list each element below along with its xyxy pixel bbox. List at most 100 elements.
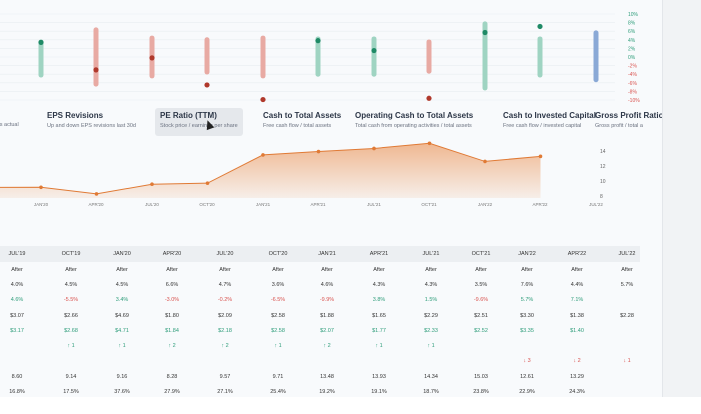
y-tick-label: -6%: [628, 81, 637, 87]
table-cell: $3.07: [10, 313, 24, 319]
table-cell: 13.29: [570, 374, 584, 380]
pe-data-point[interactable]: [427, 141, 432, 146]
metric-card[interactable]: Cash to Invested Capital Free cash flow /…: [498, 108, 601, 136]
column-header[interactable]: APR'22: [567, 251, 587, 257]
table-cell: 4.7%: [218, 282, 232, 288]
actual-eps-dot[interactable]: [93, 67, 99, 73]
column-header[interactable]: APR'20: [162, 251, 182, 257]
column-header[interactable]: JAN'22: [518, 251, 536, 257]
table-cell: $2.66: [64, 313, 78, 319]
earnings-table: JUL'19 OCT'19 JAN'20 APR'20 JUL'20 OCT'20 JAN'…: [0, 246, 662, 397]
table-cell: After: [475, 267, 487, 273]
metric-card-subtitle: Free cash flow / total assets: [263, 123, 332, 129]
x-tick-label: APR'21: [310, 202, 326, 207]
metric-card[interactable]: Operating Cash to Total Assets Total cash…: [350, 108, 478, 136]
table-cell: 4.0%: [10, 282, 24, 288]
metric-card[interactable]: PE Ratio (TTM) Stock price / earnings per…: [155, 108, 243, 136]
table-cell: ↑ 1: [67, 343, 75, 349]
column-header[interactable]: JUL'19: [8, 251, 26, 257]
metric-card[interactable]: EPS Revisions Up and down EPS revisions l…: [42, 108, 141, 136]
actual-eps-dot[interactable]: [315, 38, 321, 44]
table-cell: -9.9%: [319, 297, 335, 303]
pe-data-point[interactable]: [205, 181, 210, 185]
column-header[interactable]: JAN'21: [318, 251, 336, 257]
pe-data-point[interactable]: [94, 192, 99, 196]
metric-card[interactable]: Cash to Total Assets Free cash flow / tot…: [258, 108, 346, 136]
table-cell: 4.3%: [424, 282, 438, 288]
table-cell: 18.7%: [423, 389, 439, 395]
metric-card-title: Cash to Invested Capital: [503, 111, 596, 120]
table-cell: 9.14: [65, 374, 77, 380]
actual-eps-dot[interactable]: [371, 47, 377, 54]
column-header[interactable]: JUL'21: [422, 251, 440, 257]
table-cell: $2.29: [424, 313, 438, 319]
metric-card[interactable]: ss actual: [0, 116, 24, 144]
column-header[interactable]: JUL'22: [618, 251, 636, 257]
table-cell: After: [272, 267, 284, 273]
metric-card-subtitle: Gross profit / total a: [595, 123, 643, 129]
column-header[interactable]: APR'21: [369, 251, 389, 257]
y-tick-label: 12: [600, 164, 606, 170]
pe-data-point[interactable]: [316, 149, 321, 154]
table-cell: $4.71: [115, 328, 129, 334]
x-tick-label: OCT'21: [421, 202, 437, 207]
table-cell: After: [11, 267, 23, 273]
column-header[interactable]: OCT'20: [268, 251, 288, 257]
pe-data-point[interactable]: [150, 182, 154, 187]
table-cell: $2.33: [424, 328, 438, 334]
actual-eps-dot[interactable]: [426, 95, 432, 101]
table-cell: ↑ 1: [375, 343, 383, 349]
table-cell: 8.28: [166, 374, 178, 380]
x-tick-label: JUL'20: [145, 202, 159, 207]
pe-data-point[interactable]: [483, 159, 487, 164]
actual-eps-dot[interactable]: [260, 96, 266, 103]
table-cell: $2.28: [620, 313, 634, 319]
eps-surprise-chart: 10% 8% 6% 4% 2% 0% -2% -4% -6% -8% -10%: [0, 12, 640, 104]
table-cell: After: [571, 267, 583, 273]
table-cell: After: [321, 267, 333, 273]
actual-eps-dot[interactable]: [482, 29, 488, 36]
column-header[interactable]: OCT'19: [61, 251, 81, 257]
metric-card-title: Gross Profit Ratio: [595, 111, 662, 120]
actual-eps-dot[interactable]: [38, 39, 44, 45]
table-cell: ↓ 3: [523, 358, 531, 364]
column-header[interactable]: JAN'20: [113, 251, 131, 257]
column-header[interactable]: OCT'21: [471, 251, 491, 257]
pe-data-point[interactable]: [261, 153, 265, 157]
scrollbar-panel[interactable]: [662, 0, 701, 397]
x-tick-label: JAN'21: [256, 202, 271, 207]
table-cell: 3.5%: [474, 282, 488, 288]
actual-eps-dot[interactable]: [537, 23, 543, 30]
actual-eps-dot[interactable]: [204, 82, 210, 88]
table-cell: $2.68: [64, 328, 78, 334]
table-cell: 7.1%: [570, 297, 584, 303]
table-cell: $2.09: [218, 313, 232, 319]
table-cell: ↑ 1: [274, 343, 282, 349]
actual-eps-dot[interactable]: [149, 55, 155, 61]
table-cell: 27.1%: [217, 389, 233, 395]
y-tick-label: 2%: [628, 46, 636, 52]
y-tick-label: -2%: [628, 64, 637, 70]
column-header[interactable]: JUL'20: [216, 251, 234, 257]
y-tick-label: -8%: [628, 89, 637, 95]
pe-data-point[interactable]: [538, 154, 543, 159]
table-cell: -9.6%: [473, 297, 489, 303]
table-cell: After: [521, 267, 533, 273]
y-tick-label: 0%: [628, 55, 636, 61]
table-cell: ↑ 1: [118, 343, 126, 349]
y-tick-label: -10%: [628, 98, 640, 104]
x-tick-label: OCT'20: [199, 202, 215, 207]
table-cell: $1.40: [570, 328, 584, 334]
y-tick-label: -4%: [628, 72, 637, 78]
table-cell: $4.69: [115, 313, 129, 319]
metric-card[interactable]: Gross Profit Ratio Gross profit / total a: [590, 108, 662, 136]
table-cell: 25.4%: [270, 389, 286, 395]
pe-data-point[interactable]: [39, 185, 43, 190]
table-cell: 4.4%: [570, 282, 584, 288]
x-tick-label: APR'20: [88, 202, 104, 207]
y-tick-label: 14: [600, 149, 606, 155]
table-cell: $3.30: [520, 313, 534, 319]
table-cell: -0.2%: [217, 297, 233, 303]
table-cell: $1.38: [570, 313, 584, 319]
pe-data-point[interactable]: [372, 146, 376, 151]
